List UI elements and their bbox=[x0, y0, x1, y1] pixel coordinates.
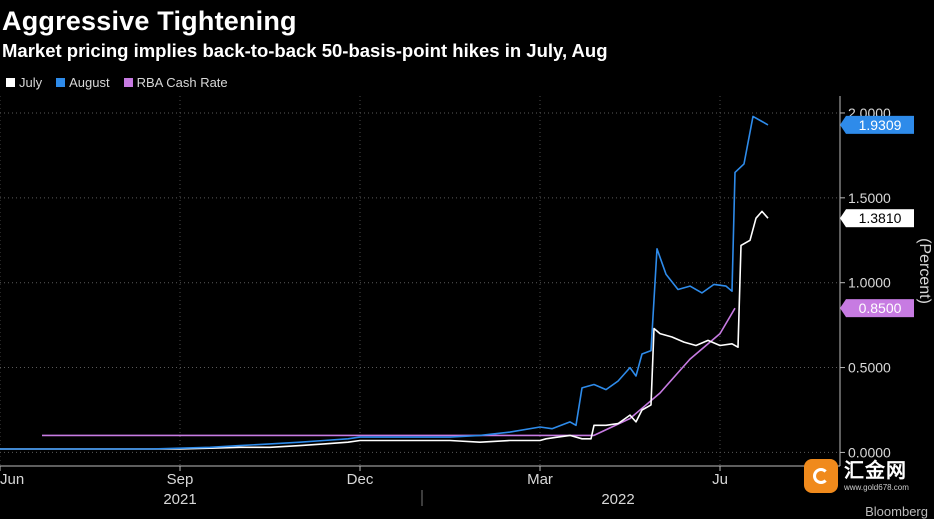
series-line-august bbox=[0, 115, 769, 450]
value-tag-pointer-august bbox=[840, 115, 846, 134]
y-tick-label: 1.5000 bbox=[848, 190, 891, 206]
legend-item-august: August bbox=[56, 75, 110, 90]
y-tick-label: 1.0000 bbox=[848, 275, 891, 291]
value-tag-pointer-july bbox=[840, 209, 846, 228]
year-label: 2022 bbox=[601, 491, 634, 508]
legend-swatch-july bbox=[6, 78, 15, 87]
x-tick-label: Sep bbox=[167, 471, 194, 488]
watermark-url: www.gold678.com bbox=[844, 482, 909, 492]
series-line-rba-cash-rate bbox=[42, 307, 736, 437]
year-label: 2021 bbox=[163, 491, 196, 508]
x-tick-label: Jun bbox=[0, 471, 24, 488]
watermark: 汇金网 www.gold678.com bbox=[804, 454, 932, 498]
x-tick-label: Mar bbox=[527, 471, 553, 488]
legend: July August RBA Cash Rate bbox=[6, 75, 228, 90]
value-tag-label-august: 1.9309 bbox=[859, 117, 902, 133]
value-tag-august bbox=[846, 115, 914, 134]
y-tick-label: 0.5000 bbox=[848, 360, 891, 376]
chart-subtitle: Market pricing implies back-to-back 50-b… bbox=[2, 40, 608, 61]
legend-label-july: July bbox=[19, 75, 43, 90]
value-tag-label-july: 1.3810 bbox=[859, 210, 902, 226]
legend-label-rba-cash-rate: RBA Cash Rate bbox=[136, 75, 228, 90]
y-tick-label: 0.0000 bbox=[848, 444, 891, 460]
legend-item-rba-cash-rate: RBA Cash Rate bbox=[123, 75, 228, 90]
value-tag-pointer-rba-cash-rate bbox=[840, 299, 846, 318]
value-tag-rba-cash-rate bbox=[846, 299, 914, 318]
legend-swatch-august bbox=[56, 78, 66, 87]
series-line-july bbox=[0, 210, 769, 450]
y-axis-label: (Percent) bbox=[916, 238, 933, 304]
source-label: Bloomberg bbox=[865, 504, 928, 519]
value-tag-july bbox=[846, 209, 914, 228]
legend-item-july: July bbox=[6, 75, 42, 90]
legend-swatch-rba-cash-rate bbox=[123, 78, 133, 87]
x-tick-label: Ju bbox=[712, 471, 728, 488]
legend-label-august: August bbox=[69, 75, 110, 90]
watermark-logo-icon bbox=[804, 459, 838, 493]
value-tag-label-rba-cash-rate: 0.8500 bbox=[859, 300, 902, 316]
chart-title: Aggressive Tightening bbox=[2, 6, 297, 36]
watermark-name: 汇金网 bbox=[844, 459, 907, 482]
x-tick-label: Dec bbox=[347, 471, 374, 488]
